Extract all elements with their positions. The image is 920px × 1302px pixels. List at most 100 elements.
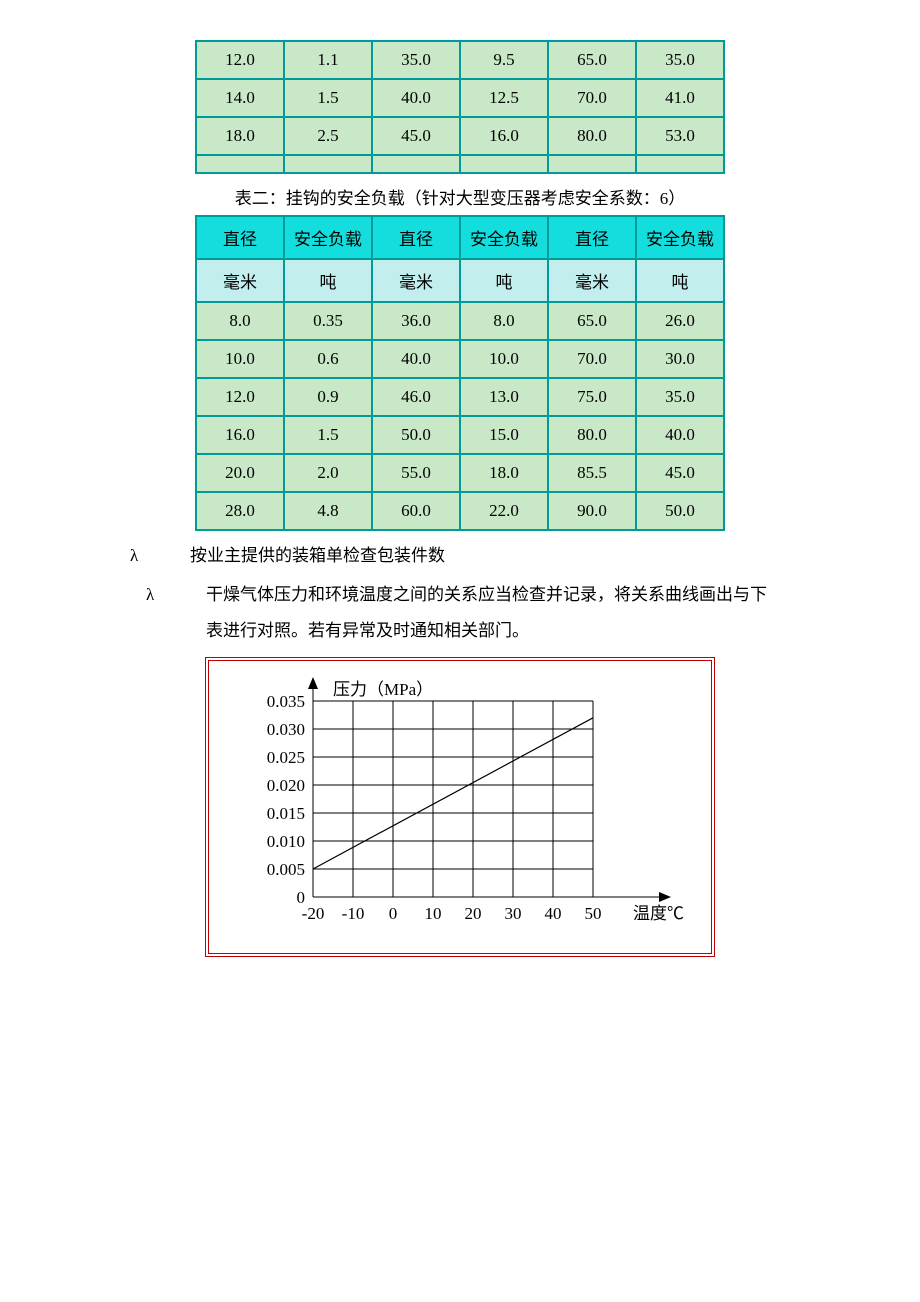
bullet-text-2a: 干燥气体压力和环境温度之间的关系应当检查并记录，将关系曲线画出与下 bbox=[206, 585, 767, 604]
table-cell: 8.0 bbox=[461, 303, 547, 339]
table-cell: 20.0 bbox=[197, 455, 283, 491]
bullet-item-1: λ按业主提供的装箱单检查包装件数 bbox=[160, 541, 820, 572]
svg-text:0.015: 0.015 bbox=[267, 804, 305, 823]
table-cell: 2.0 bbox=[285, 455, 371, 491]
svg-text:30: 30 bbox=[505, 904, 522, 923]
table-cell: 36.0 bbox=[373, 303, 459, 339]
table-cell: 18.0 bbox=[197, 118, 283, 154]
svg-text:-10: -10 bbox=[342, 904, 365, 923]
svg-text:10: 10 bbox=[425, 904, 442, 923]
table-subheader-cell: 吨 bbox=[285, 260, 371, 301]
table-cell bbox=[461, 156, 547, 172]
svg-text:50: 50 bbox=[585, 904, 602, 923]
table-cell: 16.0 bbox=[197, 417, 283, 453]
table-cell: 15.0 bbox=[461, 417, 547, 453]
table-cell: 4.8 bbox=[285, 493, 371, 529]
table-cell: 75.0 bbox=[549, 379, 635, 415]
table-header-cell: 安全负载 bbox=[637, 217, 723, 258]
table-subheader-row: 毫米吨毫米吨毫米吨 bbox=[197, 260, 723, 301]
table-cell: 2.5 bbox=[285, 118, 371, 154]
table-cell: 10.0 bbox=[197, 341, 283, 377]
table-row: 14.01.540.012.570.041.0 bbox=[197, 80, 723, 116]
bullet-item-2: λ干燥气体压力和环境温度之间的关系应当检查并记录，将关系曲线画出与下 bbox=[176, 580, 820, 611]
table-cell: 12.0 bbox=[197, 379, 283, 415]
table-row: 10.00.640.010.070.030.0 bbox=[197, 341, 723, 377]
table-subheader-cell: 吨 bbox=[637, 260, 723, 301]
svg-text:-20: -20 bbox=[302, 904, 325, 923]
chart-svg: 00.0050.0100.0150.0200.0250.0300.035-20-… bbox=[223, 677, 701, 937]
table-cell: 60.0 bbox=[373, 493, 459, 529]
table-cell: 53.0 bbox=[637, 118, 723, 154]
table-cell: 1.5 bbox=[285, 417, 371, 453]
table-row bbox=[197, 156, 723, 172]
table-cell: 8.0 bbox=[197, 303, 283, 339]
table-subheader-cell: 毫米 bbox=[549, 260, 635, 301]
table-cell: 16.0 bbox=[461, 118, 547, 154]
table-two: 直径安全负载直径安全负载直径安全负载毫米吨毫米吨毫米吨8.00.3536.08.… bbox=[195, 215, 725, 531]
svg-text:0.020: 0.020 bbox=[267, 776, 305, 795]
table-cell: 0.9 bbox=[285, 379, 371, 415]
bullet-text-1: 按业主提供的装箱单检查包装件数 bbox=[190, 546, 445, 565]
table-header-cell: 直径 bbox=[373, 217, 459, 258]
table-cell: 12.0 bbox=[197, 42, 283, 78]
table-cell: 65.0 bbox=[549, 42, 635, 78]
svg-text:20: 20 bbox=[465, 904, 482, 923]
table-cell: 70.0 bbox=[549, 341, 635, 377]
table-row: 16.01.550.015.080.040.0 bbox=[197, 417, 723, 453]
table-subheader-cell: 吨 bbox=[461, 260, 547, 301]
table-cell: 26.0 bbox=[637, 303, 723, 339]
table-cell: 45.0 bbox=[373, 118, 459, 154]
table-row: 8.00.3536.08.065.026.0 bbox=[197, 303, 723, 339]
table-cell: 35.0 bbox=[373, 42, 459, 78]
lambda-icon: λ bbox=[176, 580, 206, 611]
table-cell: 10.0 bbox=[461, 341, 547, 377]
table-cell: 0.35 bbox=[285, 303, 371, 339]
svg-text:0.035: 0.035 bbox=[267, 692, 305, 711]
table-one: 12.01.135.09.565.035.014.01.540.012.570.… bbox=[195, 40, 725, 174]
table-cell: 70.0 bbox=[549, 80, 635, 116]
table-subheader-cell: 毫米 bbox=[373, 260, 459, 301]
svg-text:0.030: 0.030 bbox=[267, 720, 305, 739]
svg-text:0.005: 0.005 bbox=[267, 860, 305, 879]
table-cell: 50.0 bbox=[373, 417, 459, 453]
table-cell bbox=[285, 156, 371, 172]
table-row: 28.04.860.022.090.050.0 bbox=[197, 493, 723, 529]
table-header-cell: 直径 bbox=[197, 217, 283, 258]
svg-text:温度℃: 温度℃ bbox=[633, 904, 684, 923]
table-cell: 13.0 bbox=[461, 379, 547, 415]
table-cell: 41.0 bbox=[637, 80, 723, 116]
table-cell bbox=[637, 156, 723, 172]
table-cell bbox=[549, 156, 635, 172]
table-cell: 65.0 bbox=[549, 303, 635, 339]
table-cell: 85.5 bbox=[549, 455, 635, 491]
svg-text:0: 0 bbox=[389, 904, 398, 923]
table-cell: 50.0 bbox=[637, 493, 723, 529]
table-cell bbox=[197, 156, 283, 172]
table-cell: 90.0 bbox=[549, 493, 635, 529]
table-cell: 80.0 bbox=[549, 417, 635, 453]
table-row: 20.02.055.018.085.545.0 bbox=[197, 455, 723, 491]
table-cell: 45.0 bbox=[637, 455, 723, 491]
table-cell: 18.0 bbox=[461, 455, 547, 491]
table-header-row: 直径安全负载直径安全负载直径安全负载 bbox=[197, 217, 723, 258]
table-cell: 35.0 bbox=[637, 42, 723, 78]
table-cell bbox=[373, 156, 459, 172]
table-header-cell: 安全负载 bbox=[461, 217, 547, 258]
table-cell: 40.0 bbox=[637, 417, 723, 453]
table-row: 12.00.946.013.075.035.0 bbox=[197, 379, 723, 415]
lambda-icon: λ bbox=[160, 541, 190, 572]
table-row: 18.02.545.016.080.053.0 bbox=[197, 118, 723, 154]
table-header-cell: 安全负载 bbox=[285, 217, 371, 258]
svg-text:压力（MPa）: 压力（MPa） bbox=[333, 680, 433, 699]
table-header-cell: 直径 bbox=[549, 217, 635, 258]
table-cell: 28.0 bbox=[197, 493, 283, 529]
svg-text:40: 40 bbox=[545, 904, 562, 923]
table-cell: 1.5 bbox=[285, 80, 371, 116]
table-cell: 22.0 bbox=[461, 493, 547, 529]
table-cell: 35.0 bbox=[637, 379, 723, 415]
table-cell: 40.0 bbox=[373, 341, 459, 377]
table-cell: 9.5 bbox=[461, 42, 547, 78]
table-row: 12.01.135.09.565.035.0 bbox=[197, 42, 723, 78]
table-cell: 80.0 bbox=[549, 118, 635, 154]
pressure-temperature-chart: 00.0050.0100.0150.0200.0250.0300.035-20-… bbox=[205, 657, 715, 957]
